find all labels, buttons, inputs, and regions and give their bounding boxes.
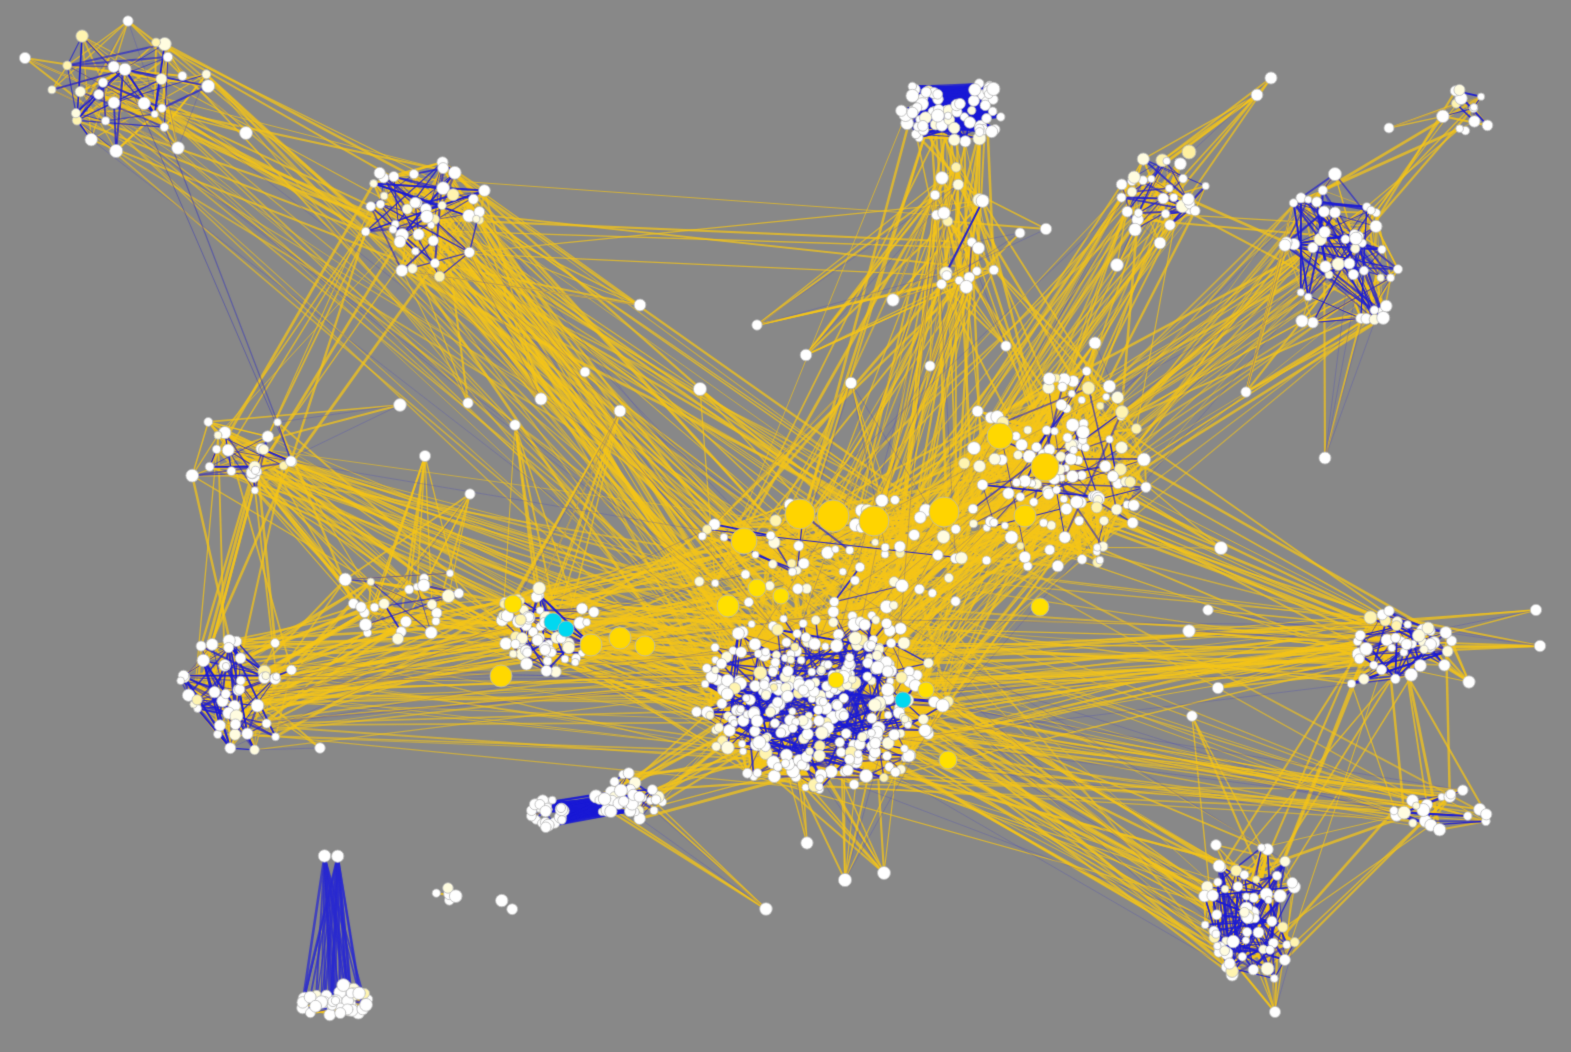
graph-visualization-stage (0, 0, 1571, 1052)
network-graph-canvas[interactable] (0, 0, 1571, 1052)
